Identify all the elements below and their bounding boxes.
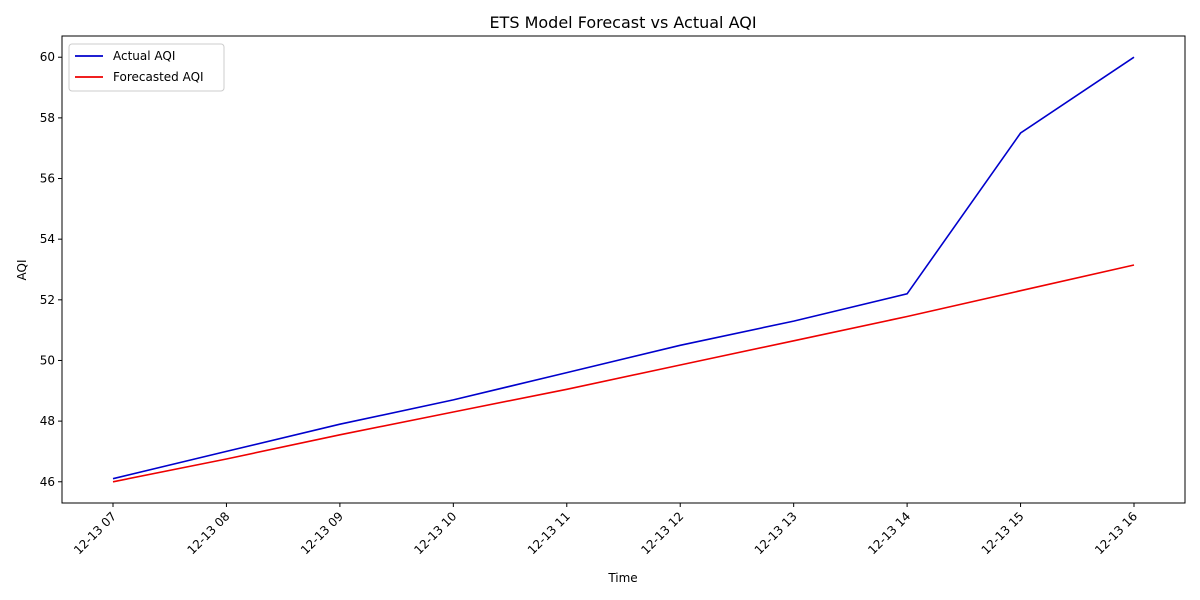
y-tick-label: 54 [40, 232, 55, 246]
x-tick-label: 12-13 15 [979, 509, 1027, 557]
x-tick-label: 12-13 14 [865, 509, 913, 557]
y-tick-label: 58 [40, 111, 55, 125]
x-axis: 12-13 07 12-13 08 12-13 09 12-13 10 12-13 11… [71, 503, 1140, 557]
x-tick-label: 12-13 16 [1092, 509, 1140, 557]
x-tick-label: 12-13 07 [71, 509, 119, 557]
legend: Actual AQI Forecasted AQI [68, 43, 225, 92]
legend-box [68, 43, 225, 92]
legend-label: Actual AQI [113, 49, 175, 63]
legend-label: Forecasted AQI [113, 70, 204, 84]
x-tick-label: 12-13 08 [185, 509, 233, 557]
x-axis-label: Time [607, 571, 637, 585]
plot-area [61, 35, 1186, 504]
y-tick-label: 46 [40, 475, 55, 489]
x-tick-label: 12-13 09 [298, 509, 346, 557]
y-axis-label: AQI [15, 260, 29, 281]
series-group [112, 56, 1135, 483]
y-tick-label: 56 [40, 172, 55, 186]
series-line-actual [112, 56, 1135, 480]
x-tick-label: 12-13 10 [411, 509, 459, 557]
chart-title: ETS Model Forecast vs Actual AQI [489, 13, 756, 32]
y-tick-label: 60 [40, 50, 55, 64]
x-tick-label: 12-13 13 [752, 509, 800, 557]
y-tick-label: 50 [40, 353, 55, 367]
x-tick-label: 12-13 11 [525, 509, 573, 557]
x-tick-label: 12-13 12 [638, 509, 686, 557]
series-line-forecast [112, 264, 1135, 483]
y-tick-label: 52 [40, 293, 55, 307]
y-tick-label: 48 [40, 414, 55, 428]
y-axis: 46 48 50 52 54 56 58 60 [40, 50, 62, 489]
